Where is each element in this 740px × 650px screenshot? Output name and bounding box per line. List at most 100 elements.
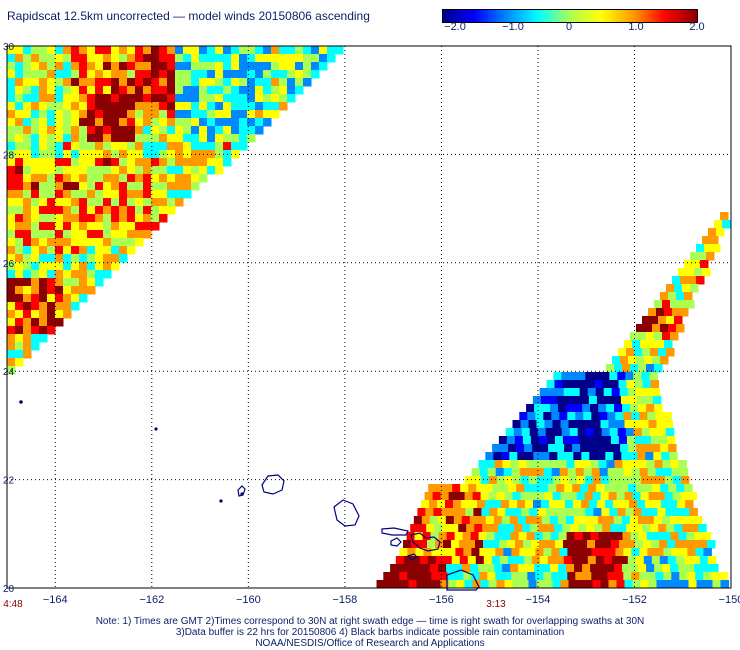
swath-cell — [319, 62, 328, 71]
swath-cell — [31, 254, 40, 263]
swath-cell — [431, 548, 440, 557]
swath-cell — [71, 222, 80, 231]
swath-cell — [63, 294, 72, 303]
swath-cell — [634, 348, 643, 357]
islet-dot — [154, 427, 158, 431]
swath-cell — [183, 174, 192, 183]
swath-cell — [637, 500, 646, 509]
swath-cell — [598, 564, 607, 573]
swath-cell — [624, 476, 634, 485]
swath-cell — [167, 102, 176, 111]
swath-cell — [496, 580, 505, 589]
swath-cell — [119, 94, 128, 103]
swath-cell — [47, 310, 56, 319]
swath-cell — [549, 452, 558, 461]
swath-cell — [55, 214, 64, 223]
swath-cell — [558, 564, 567, 573]
swath-cell — [55, 118, 64, 127]
swath-cell — [119, 54, 128, 63]
swath-cell — [672, 308, 681, 317]
colorbar-tick-label: 1.0 — [628, 21, 644, 33]
swath-cell — [479, 468, 489, 477]
swath-cell — [39, 286, 48, 295]
swath-cell — [159, 166, 168, 175]
swath-cell — [540, 484, 549, 493]
swath-cell — [247, 54, 256, 63]
swath-cell — [564, 484, 573, 493]
swath-cell — [649, 508, 658, 517]
swath-cell — [207, 102, 216, 111]
swath-cell — [167, 46, 176, 55]
swath-cell — [23, 110, 32, 119]
swath-cell — [550, 460, 559, 469]
swath-cell — [637, 516, 647, 525]
swath-cell — [223, 70, 232, 79]
swath-cell — [199, 86, 208, 95]
swath-cell — [710, 236, 719, 245]
swath-cell — [143, 102, 152, 111]
swath-cell — [39, 70, 48, 79]
swath-cell — [565, 500, 574, 509]
swath-cell — [199, 158, 208, 167]
swath-cell — [15, 62, 24, 71]
swath-cell — [23, 318, 32, 327]
swath-cell — [501, 452, 510, 461]
swath-cell — [23, 86, 32, 95]
swath-cell — [554, 380, 563, 389]
swath-cell — [111, 158, 120, 167]
swath-cell — [434, 524, 443, 533]
swath-cell — [215, 78, 224, 87]
swath-cell — [576, 492, 586, 501]
swath-cell — [79, 110, 88, 119]
swath-cell — [127, 134, 136, 143]
swath-cell — [31, 46, 40, 55]
swath-cell — [601, 428, 611, 437]
swath-cell — [127, 238, 136, 247]
swath-cell — [636, 444, 645, 453]
swath-cell — [525, 500, 534, 509]
swath-cell — [533, 500, 542, 509]
swath-cell — [491, 540, 500, 549]
swath-cell — [637, 452, 646, 461]
swath-cell — [467, 540, 476, 549]
swath-cell — [47, 134, 56, 143]
swath-cell — [103, 102, 112, 111]
swath-cell — [127, 94, 136, 103]
swath-cell — [39, 190, 48, 199]
swath-cell — [55, 190, 64, 199]
swath-cell — [671, 572, 680, 581]
swath-cell — [656, 476, 666, 485]
swath-cell — [528, 492, 538, 501]
swath-cell — [79, 86, 88, 95]
swath-cell — [47, 190, 56, 199]
swath-cell — [47, 278, 56, 287]
swath-cell — [287, 86, 296, 95]
swath-cell — [531, 540, 540, 549]
swath-cell — [119, 190, 128, 199]
swath-cell — [15, 174, 24, 183]
swath-cell — [135, 174, 144, 183]
swath-cell — [215, 134, 224, 143]
swath-cell — [625, 372, 634, 381]
swath-cell — [558, 460, 567, 469]
swath-cell — [642, 348, 651, 357]
swath-cell — [596, 396, 606, 405]
swath-cell — [593, 372, 602, 381]
swath-cell — [507, 556, 517, 565]
swath-cell — [31, 86, 40, 95]
swath-cell — [151, 198, 160, 207]
swath-cell — [594, 436, 604, 445]
swath-cell — [451, 540, 460, 549]
swath-cell — [669, 500, 678, 509]
swath-cell — [135, 46, 144, 55]
swath-cell — [15, 286, 24, 295]
swath-cell — [167, 142, 176, 151]
swath-cell — [573, 452, 582, 461]
notes-block: Note: 1) Times are GMT 2)Times correspon… — [0, 616, 740, 649]
swath-cell — [79, 278, 88, 287]
swath-cell — [111, 126, 120, 135]
swath-cell — [159, 174, 168, 183]
swath-cell — [450, 524, 459, 533]
swath-cell — [15, 262, 24, 271]
swath-cell — [559, 468, 569, 477]
